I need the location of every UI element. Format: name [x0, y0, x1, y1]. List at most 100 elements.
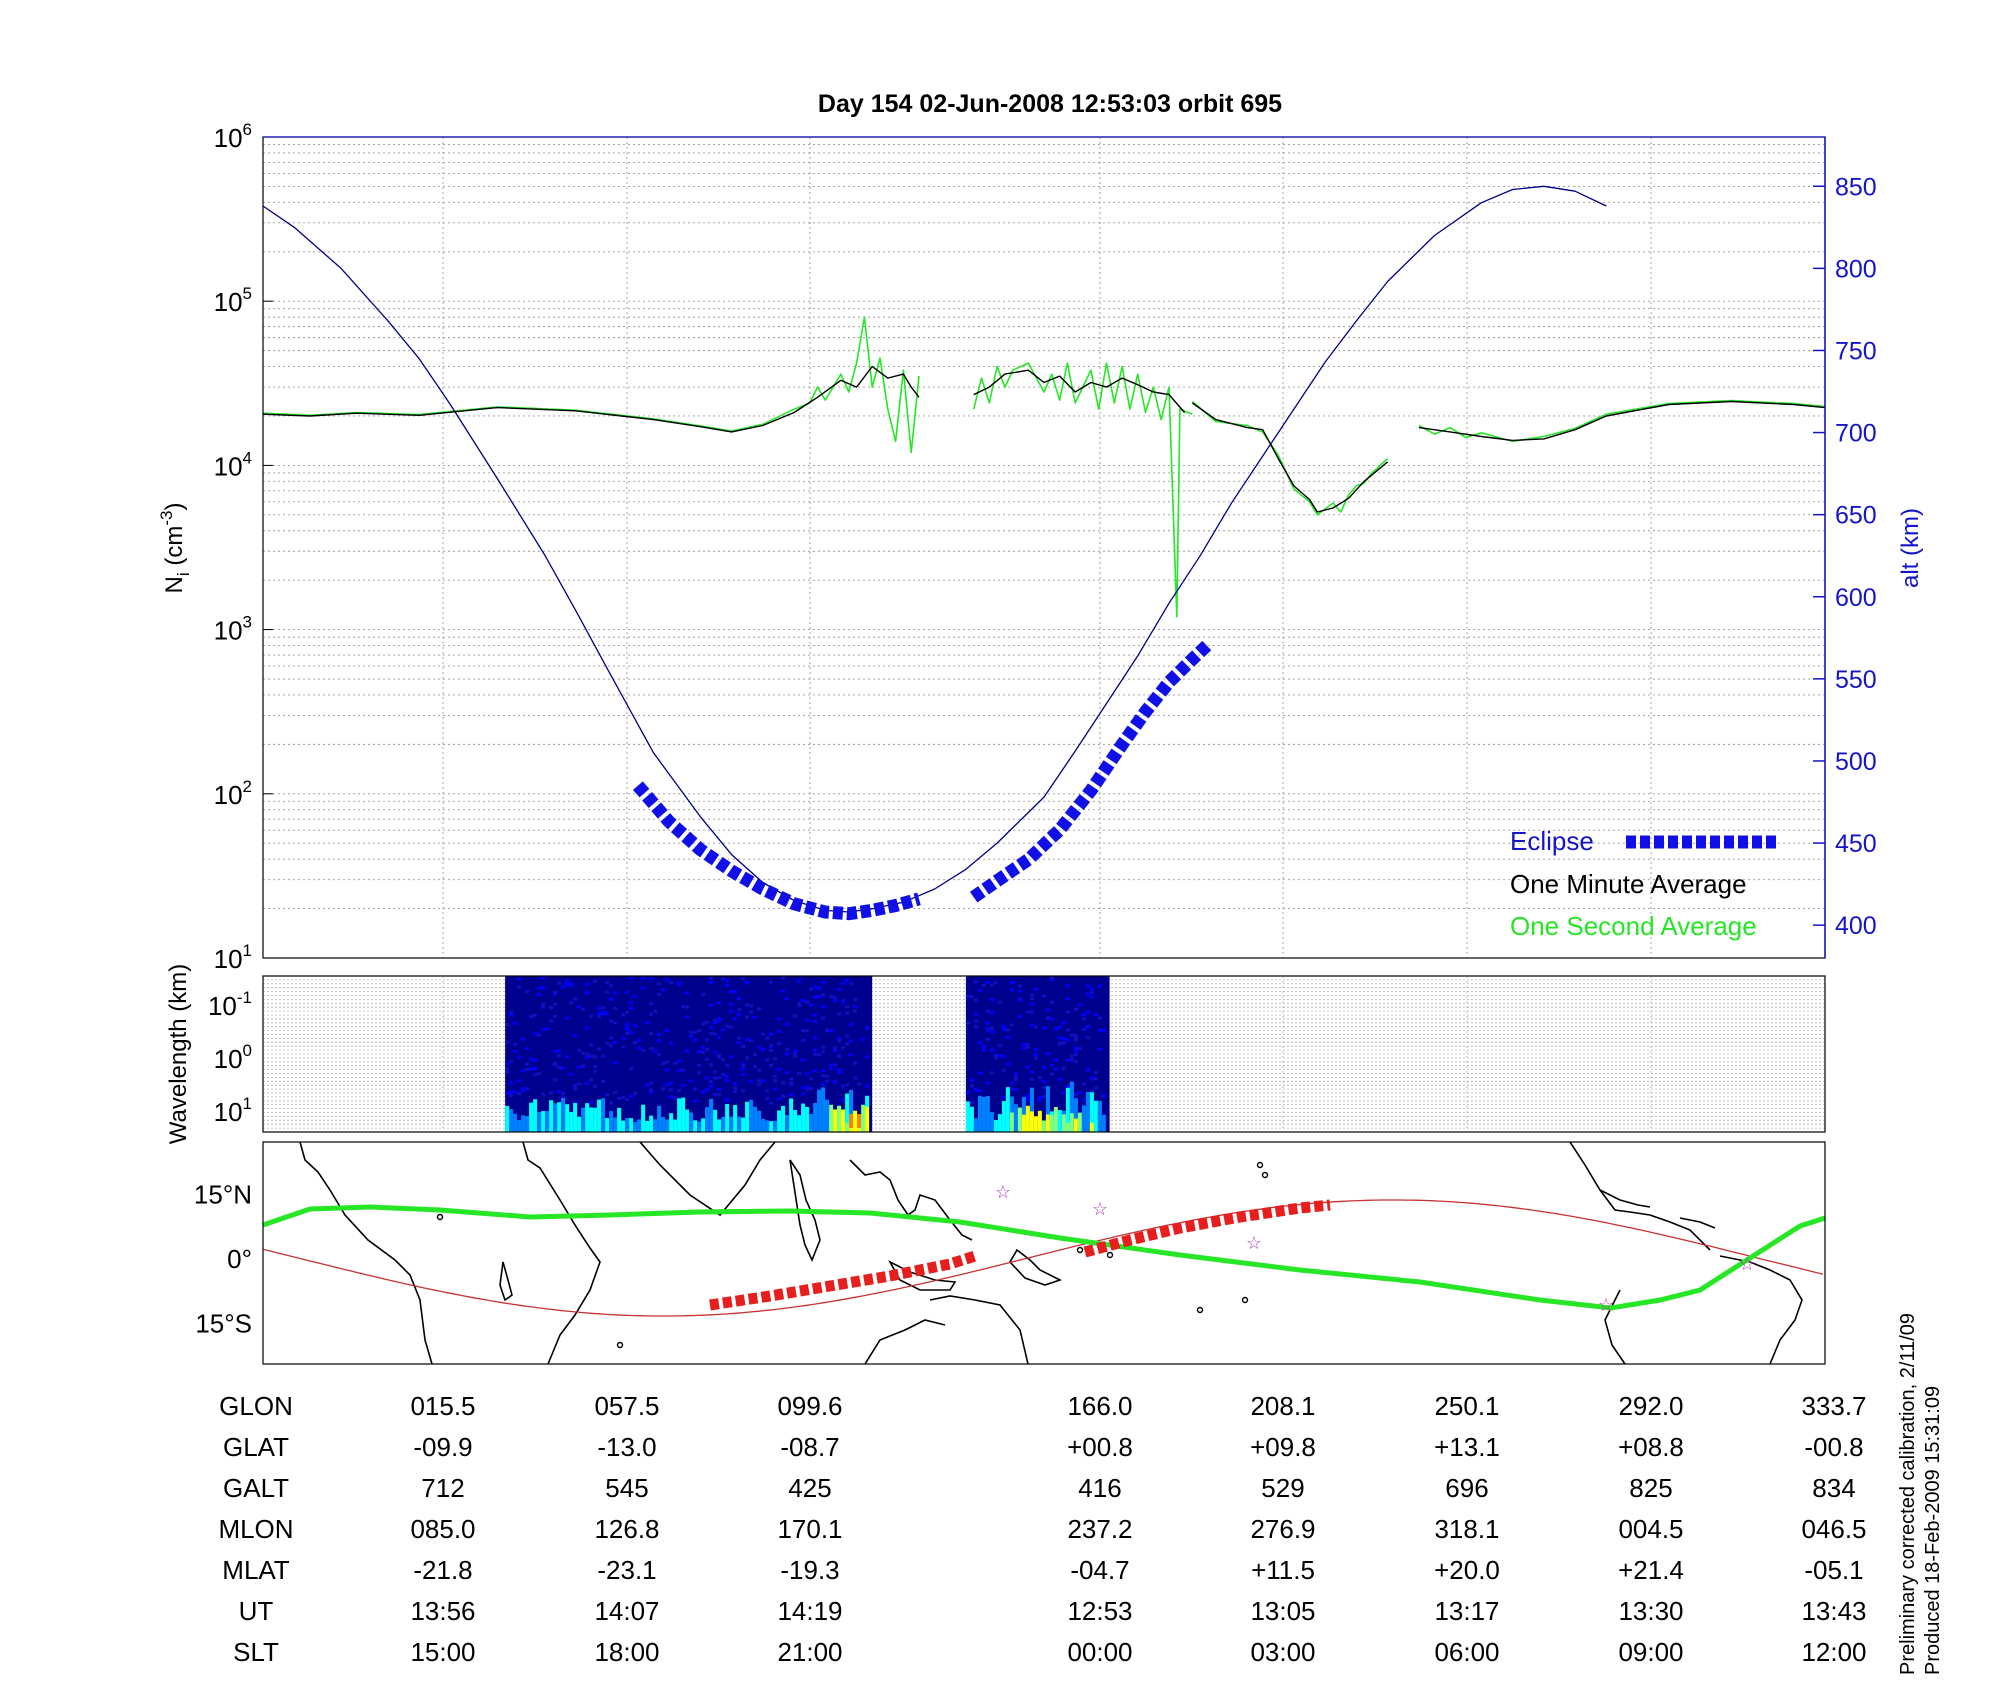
- spectrogram-cell: [761, 1048, 766, 1052]
- spectrogram-cell: [573, 1101, 578, 1105]
- map-y-tick-labels: 15°N0°15°S: [194, 1180, 252, 1339]
- spectrogram-cell: [1029, 997, 1034, 1001]
- spectrogram-cell: [821, 993, 826, 997]
- spectrogram-cell: [753, 1015, 758, 1019]
- spectrogram-cell: [841, 1084, 846, 1088]
- spectrogram-cell: [617, 1097, 622, 1101]
- spectrogram-cell: [837, 988, 842, 992]
- spectrogram-cell: [969, 1106, 974, 1132]
- altitude-line: [262, 185, 1607, 913]
- spectrogram-cell: [629, 1006, 634, 1010]
- spectrogram-cell: [989, 1030, 994, 1034]
- spectrogram-cell: [573, 997, 578, 1001]
- chart-title: Day 154 02-Jun-2008 12:53:03 orbit 695: [818, 90, 1282, 118]
- spectrogram-cell: [553, 1050, 558, 1054]
- spectrogram-cell: [609, 1036, 614, 1040]
- spectrogram-cell: [553, 992, 558, 996]
- spectrogram-cell: [849, 982, 854, 986]
- spectrogram-cell: [541, 1111, 546, 1132]
- spectrogram-cell: [605, 1093, 610, 1097]
- spectrogram-cell: [977, 1041, 982, 1045]
- spectrogram-cell: [557, 1066, 562, 1070]
- spectrogram-cell: [737, 996, 742, 1000]
- spectrogram-cell: [1037, 1098, 1042, 1102]
- spectrogram-cell: [577, 1048, 582, 1052]
- spectrogram-cell: [1089, 991, 1094, 995]
- spectrogram-cell: [709, 1063, 714, 1067]
- spectrogram-cell: [853, 1061, 858, 1065]
- spectrogram-cell: [997, 1054, 1002, 1058]
- spectrogram-cell: [649, 1001, 654, 1005]
- spectrogram-cell: [629, 1001, 634, 1005]
- spectrogram-cell: [713, 1018, 718, 1022]
- table-cell: 529: [1261, 1473, 1304, 1503]
- spectrogram-cell: [681, 1005, 686, 1009]
- table-cell: 276.9: [1250, 1514, 1315, 1544]
- spectrogram-cell: [525, 1047, 530, 1051]
- spectrogram-cell: [1101, 1114, 1106, 1132]
- table-cell: 099.6: [777, 1391, 842, 1421]
- spectrogram-cell: [721, 977, 726, 981]
- table-cell: 416: [1078, 1473, 1121, 1503]
- spectrogram-cell: [817, 986, 822, 990]
- spectrogram-cell: [809, 1113, 814, 1132]
- spectrogram-cell: [845, 1083, 850, 1087]
- spectrogram-cell: [969, 1084, 974, 1088]
- legend-label-one-minute-average: One Minute Average: [1510, 869, 1747, 899]
- spectrogram-cell: [565, 1104, 570, 1132]
- spectrogram-cell: [1021, 1042, 1026, 1046]
- map-panel: ☆☆☆☆☆ 15°N0°15°S: [194, 1141, 1826, 1365]
- spectrogram-cell: [625, 1026, 630, 1030]
- spectrogram-cell: [989, 983, 994, 987]
- spectrogram-cell: [985, 1038, 990, 1042]
- table-cell: -05.1: [1804, 1555, 1863, 1585]
- spectrogram-cell: [537, 1112, 542, 1132]
- spectrogram-cell: [1077, 1091, 1082, 1095]
- spectrogram-cell: [533, 1059, 538, 1063]
- spectrogram-cell: [717, 1055, 722, 1059]
- spectrogram-cell: [593, 979, 598, 983]
- spectrogram-cell: [817, 995, 822, 999]
- spectrogram-cell: [1017, 984, 1022, 988]
- spectrogram-cell: [721, 1073, 726, 1077]
- table-cell: -21.8: [413, 1555, 472, 1585]
- spectrogram-cell: [741, 977, 746, 981]
- spectrogram-cell: [505, 1105, 510, 1132]
- spectrogram-cell: [1081, 1027, 1086, 1031]
- coastline: [1569, 1141, 1711, 1251]
- spectrogram-cell: [621, 1013, 626, 1017]
- table-cell: -23.1: [597, 1555, 656, 1585]
- spectrogram-cell: [857, 1082, 862, 1086]
- spectrogram-cell: [1057, 1110, 1062, 1132]
- spectrogram-cell: [573, 1084, 578, 1088]
- spectrogram-cell: [981, 1096, 986, 1132]
- spectrogram-frame: [262, 975, 1826, 1133]
- spectrogram-cell: [977, 1089, 982, 1093]
- spectrogram-cell: [801, 1103, 806, 1132]
- spectrogram-cell: [977, 1095, 982, 1132]
- one-minute-series: [973, 369, 1186, 413]
- spectrogram-cell: [1017, 1107, 1022, 1132]
- spectrogram-cell: [853, 1076, 858, 1080]
- spectrogram-cell: [1065, 997, 1070, 1001]
- spectrogram-cell: [1073, 1059, 1078, 1063]
- spectrogram-cell: [717, 1053, 722, 1057]
- spectrogram-cell: [585, 1081, 590, 1085]
- spectrogram-cell: [585, 991, 590, 995]
- spectrogram-cell: [1077, 1047, 1082, 1051]
- map-tick-value: 15: [194, 1180, 223, 1210]
- spectrogram-cell: [717, 1119, 722, 1132]
- spectrogram-cell: [745, 1003, 750, 1007]
- spectrogram-cell: [733, 1082, 738, 1086]
- spectrogram-cell: [725, 1074, 730, 1078]
- right-tick-label: 700: [1835, 420, 1877, 448]
- spectrogram-cell: [625, 1031, 630, 1035]
- spectrogram-cell: [1069, 1058, 1074, 1062]
- spectrogram-cell: [677, 1098, 682, 1132]
- left-tick-label: 106: [214, 120, 252, 153]
- spectrogram-cell: [973, 1012, 978, 1016]
- spectrogram-cell: [737, 1041, 742, 1045]
- spectrogram-cell: [1045, 1086, 1050, 1132]
- spectrogram-cell: [1041, 1066, 1046, 1070]
- spectrogram-cell: [729, 1002, 734, 1006]
